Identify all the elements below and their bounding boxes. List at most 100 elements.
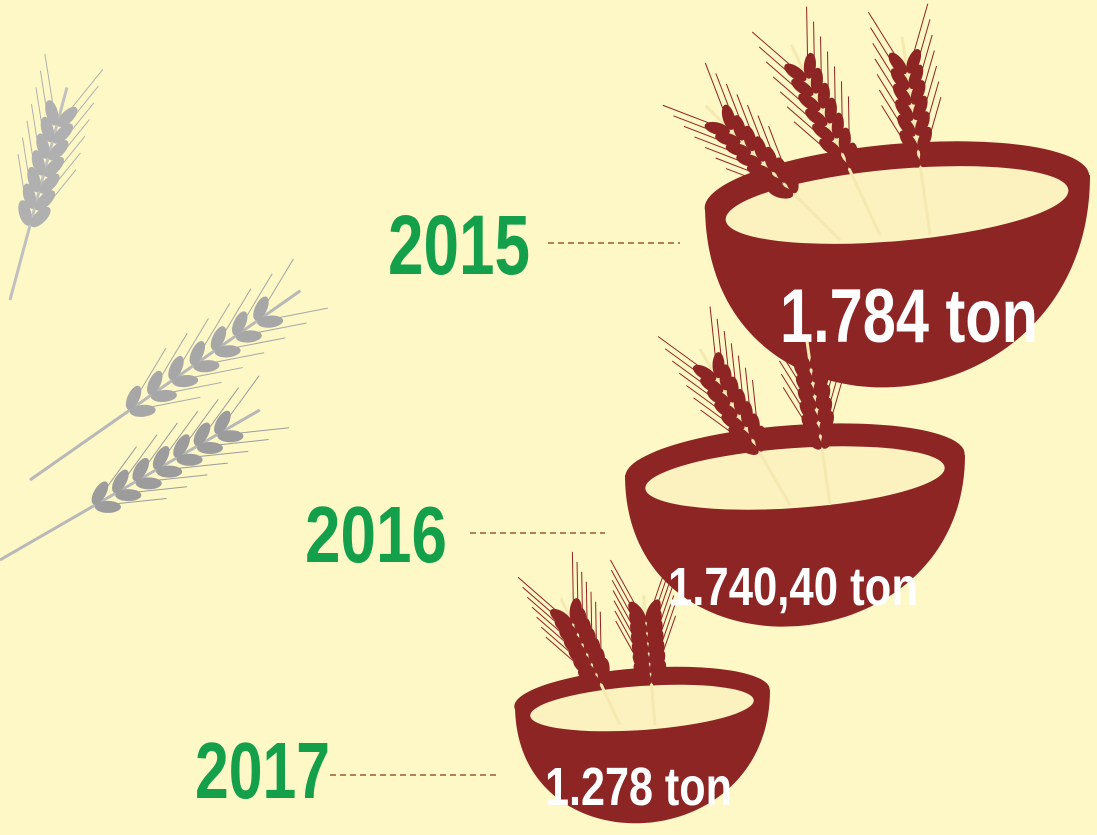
- wheat-awn: [662, 104, 709, 124]
- wheat-awn: [571, 551, 574, 602]
- wheat-grain: [892, 83, 912, 106]
- wheat-ear: [29, 258, 328, 482]
- wheat-awn: [610, 559, 635, 604]
- wheat-awn: [117, 497, 167, 505]
- wheat-grain: [168, 355, 184, 381]
- wheat-ear: [662, 62, 842, 242]
- wheat-awn: [246, 273, 273, 317]
- wheat-grain: [725, 142, 752, 157]
- wheat-ear: [771, 299, 844, 506]
- wheat-awn: [229, 375, 260, 416]
- wheat-ear: [751, 6, 882, 236]
- wheat-grain: [735, 438, 759, 455]
- wheat-awn: [913, 3, 929, 52]
- wheat-grain: [785, 167, 799, 194]
- wheat-grain: [569, 598, 582, 625]
- wheat-grain: [799, 401, 819, 424]
- wheat-grain: [815, 384, 831, 410]
- wheat-grain: [235, 330, 262, 343]
- wheat-awn: [161, 333, 188, 376]
- wheat-grain: [812, 123, 835, 142]
- wheat-awn: [258, 322, 307, 333]
- wheat-grain: [189, 341, 205, 366]
- wheat-grain: [217, 430, 244, 443]
- wheat-grain: [798, 93, 821, 112]
- wheat-awn: [236, 337, 286, 348]
- wheat-awn: [215, 352, 265, 363]
- wheat-grain: [176, 453, 203, 466]
- wheat-awn: [199, 450, 249, 458]
- year: 2017: [195, 726, 330, 815]
- wheat-grain: [135, 477, 162, 490]
- wheat-grain: [94, 500, 121, 513]
- wheat-grain: [214, 410, 231, 435]
- wheat-ear: [657, 306, 792, 506]
- wheat-awn: [188, 399, 219, 440]
- wheat-awn: [168, 410, 199, 452]
- wheat-ear: [0, 375, 290, 562]
- wheat-grain: [803, 427, 822, 450]
- wheat-awn: [203, 303, 231, 347]
- wheat-grain: [912, 95, 928, 121]
- wheat-grain: [156, 465, 183, 478]
- wheat-awn: [751, 31, 790, 65]
- wheat-grain: [700, 377, 724, 394]
- wheat-grain: [57, 106, 78, 128]
- wheat-grain: [193, 422, 211, 446]
- wheat-grain: [714, 401, 738, 419]
- wheat-awn: [657, 336, 699, 366]
- wheat-grain: [129, 404, 156, 417]
- wheat-grain: [817, 397, 833, 423]
- wheat-grain: [39, 173, 60, 194]
- amount: 1.278 ton: [545, 757, 732, 817]
- wheat-grain: [795, 374, 815, 397]
- year: 2015: [388, 198, 530, 292]
- wheat-grain: [704, 121, 730, 136]
- wheat-awn: [158, 474, 208, 481]
- wheat-grain: [819, 138, 842, 157]
- wheat-grain: [826, 153, 849, 172]
- wheat-grain: [645, 599, 661, 624]
- wheat-grain: [757, 174, 783, 189]
- wheat-grain: [917, 126, 932, 152]
- wheat-awn: [209, 387, 240, 428]
- wheat-grain: [210, 326, 227, 351]
- wheat-grain: [34, 190, 56, 211]
- wheat-grain: [888, 52, 908, 75]
- wheat-ear: [867, 3, 942, 236]
- wheat-grain: [908, 64, 924, 90]
- wheat-grain: [721, 104, 736, 130]
- wheat-grain: [805, 108, 828, 127]
- wheat-ear: [517, 551, 622, 726]
- wheat-grain: [172, 375, 199, 388]
- bowl: [625, 423, 965, 627]
- wheat-ear: [610, 554, 677, 726]
- wheat-grain: [791, 78, 814, 97]
- wheat-grain: [797, 388, 817, 410]
- wheat-awn: [817, 299, 832, 348]
- bowl: [514, 666, 770, 824]
- wheat-grain: [646, 609, 662, 634]
- year: 2016: [305, 490, 447, 579]
- wheat-grain: [910, 80, 926, 105]
- wheat-grain: [736, 153, 762, 167]
- wheat-grain: [897, 114, 916, 137]
- wheat-grain: [811, 358, 827, 383]
- wheat-awn: [653, 554, 671, 602]
- wheat-awn: [225, 288, 252, 332]
- wheat-grain: [257, 315, 284, 328]
- wheat-grain: [152, 446, 170, 470]
- decoration: [0, 53, 328, 562]
- wheat-grain: [890, 68, 910, 90]
- wheat-awn: [517, 576, 556, 610]
- wheat-grain: [30, 206, 51, 228]
- bowl: [704, 141, 1090, 388]
- wheat-grain: [742, 125, 757, 152]
- wheat-grain: [819, 411, 834, 436]
- wheat-grain: [746, 164, 773, 178]
- wheat-grain: [764, 146, 778, 173]
- wheat-grain: [45, 100, 59, 126]
- wheat-grain: [821, 424, 836, 449]
